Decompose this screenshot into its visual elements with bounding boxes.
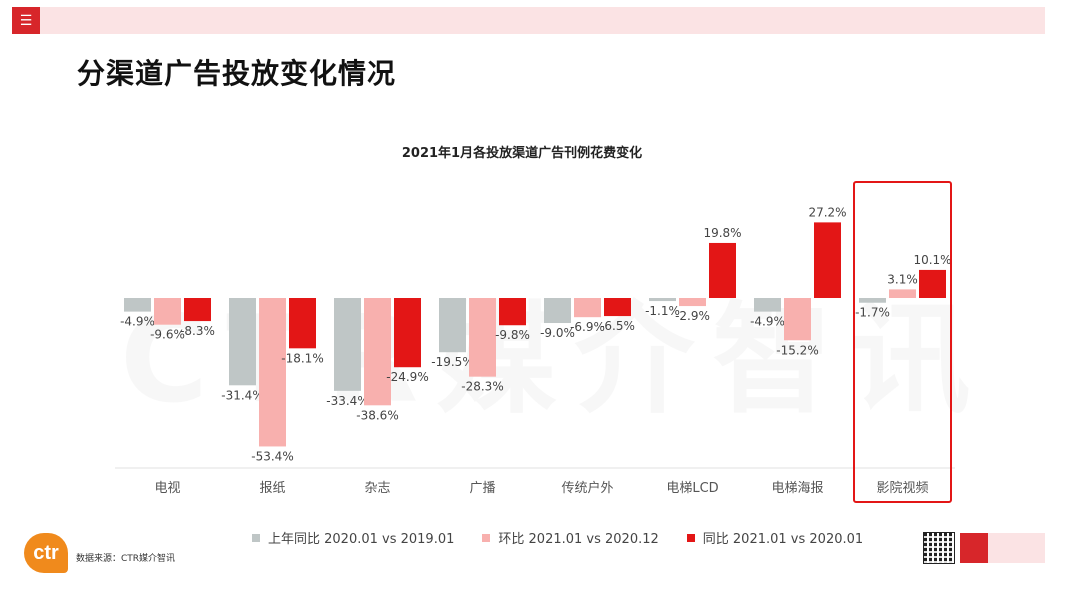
category-label: 报纸 <box>259 481 285 496</box>
footer-accent-pink <box>988 533 1045 563</box>
legend-swatch <box>252 533 260 542</box>
category-label: 电梯海报 <box>771 481 823 496</box>
data-label: -15.2% <box>776 343 818 357</box>
data-label: -6.5% <box>600 319 635 333</box>
data-label: -8.3% <box>180 324 215 338</box>
data-label: -6.9% <box>570 320 605 334</box>
data-label: 3.1% <box>887 272 918 286</box>
data-label: -18.1% <box>281 351 323 365</box>
footer-accent-red <box>960 533 988 563</box>
data-label: -9.6% <box>150 328 185 342</box>
ctr-logo: ctr <box>24 533 68 573</box>
bar-传统户外-s2 <box>604 298 631 317</box>
bar-传统户外-s0 <box>544 298 571 324</box>
data-label: -4.9% <box>750 315 785 329</box>
data-label: -33.4% <box>326 394 368 408</box>
data-label: -9.8% <box>495 328 530 342</box>
bar-杂志-s1 <box>364 298 391 406</box>
bar-影院视频-s0 <box>859 298 886 303</box>
category-label: 影院视频 <box>876 481 928 496</box>
legend-swatch <box>686 533 695 542</box>
chart-title: 2021年1月各投放渠道广告刊例花费变化 <box>402 145 642 161</box>
bar-电视-s2 <box>184 298 211 322</box>
category-label: 广播 <box>469 481 495 496</box>
bar-电梯海报-s2 <box>814 222 841 298</box>
data-label: -24.9% <box>386 370 428 384</box>
legend-item-yoy: 同比 2021.01 vs 2020.01 <box>686 528 864 547</box>
legend-swatch <box>482 533 491 542</box>
bar-传统户外-s1 <box>574 298 601 318</box>
bar-杂志-s0 <box>334 298 361 391</box>
data-label: -1.7% <box>855 306 890 320</box>
page-title: 分渠道广告投放变化情况 <box>77 57 397 90</box>
chart-legend: 上年同比 2020.01 vs 2019.01 环比 2021.01 vs 20… <box>252 528 891 547</box>
category-label: 杂志 <box>364 481 390 496</box>
bar-电梯海报-s0 <box>754 298 781 312</box>
bar-报纸-s0 <box>229 298 256 386</box>
bar-电梯LCD-s0 <box>649 298 676 302</box>
legend-label: 上年同比 2020.01 vs 2019.01 <box>268 532 455 547</box>
data-label: -53.4% <box>251 449 293 463</box>
data-label: -9.0% <box>540 326 575 340</box>
bar-广播-s2 <box>499 298 526 326</box>
bar-chart: 2021年1月各投放渠道广告刊例花费变化-4.9%-9.6%-8.3%电视-31… <box>115 145 955 503</box>
category-label: 电视 <box>154 481 180 496</box>
data-label: -31.4% <box>221 388 263 402</box>
data-label: -1.1% <box>645 304 680 318</box>
bar-电梯LCD-s2 <box>709 242 736 298</box>
data-label: -2.9% <box>675 309 710 323</box>
bar-电视-s1 <box>154 298 181 325</box>
legend-item-prior-yoy: 上年同比 2020.01 vs 2019.01 <box>252 528 454 547</box>
category-label: 传统户外 <box>561 480 613 496</box>
highlight-box <box>853 181 952 503</box>
menu-icon[interactable]: ☰ <box>12 7 40 34</box>
top-banner <box>40 7 1045 34</box>
legend-item-mom: 环比 2021.01 vs 2020.12 <box>482 528 659 547</box>
bar-影院视频-s1 <box>889 289 916 298</box>
bar-杂志-s2 <box>394 298 421 368</box>
data-label: 19.8% <box>703 226 741 240</box>
bar-广播-s1 <box>469 298 496 377</box>
bar-电梯海报-s1 <box>784 298 811 341</box>
bar-电梯LCD-s1 <box>679 298 706 307</box>
qr-code-icon <box>923 532 955 564</box>
data-source: 数据来源：CTR媒介智讯 <box>76 554 176 564</box>
legend-label: 同比 2021.01 vs 2020.01 <box>702 532 864 547</box>
bar-报纸-s2 <box>289 298 316 349</box>
bar-电视-s0 <box>124 298 151 312</box>
data-label: 27.2% <box>808 205 846 219</box>
category-label: 电梯LCD <box>666 481 718 496</box>
data-label: -28.3% <box>461 380 503 394</box>
bar-影院视频-s2 <box>919 269 946 298</box>
data-label: -19.5% <box>431 355 473 369</box>
data-label: -4.9% <box>120 315 155 329</box>
bar-报纸-s1 <box>259 298 286 447</box>
legend-label: 环比 2021.01 vs 2020.12 <box>498 532 659 547</box>
bar-广播-s0 <box>439 298 466 353</box>
data-label: 10.1% <box>913 253 951 267</box>
data-label: -38.6% <box>356 408 398 422</box>
